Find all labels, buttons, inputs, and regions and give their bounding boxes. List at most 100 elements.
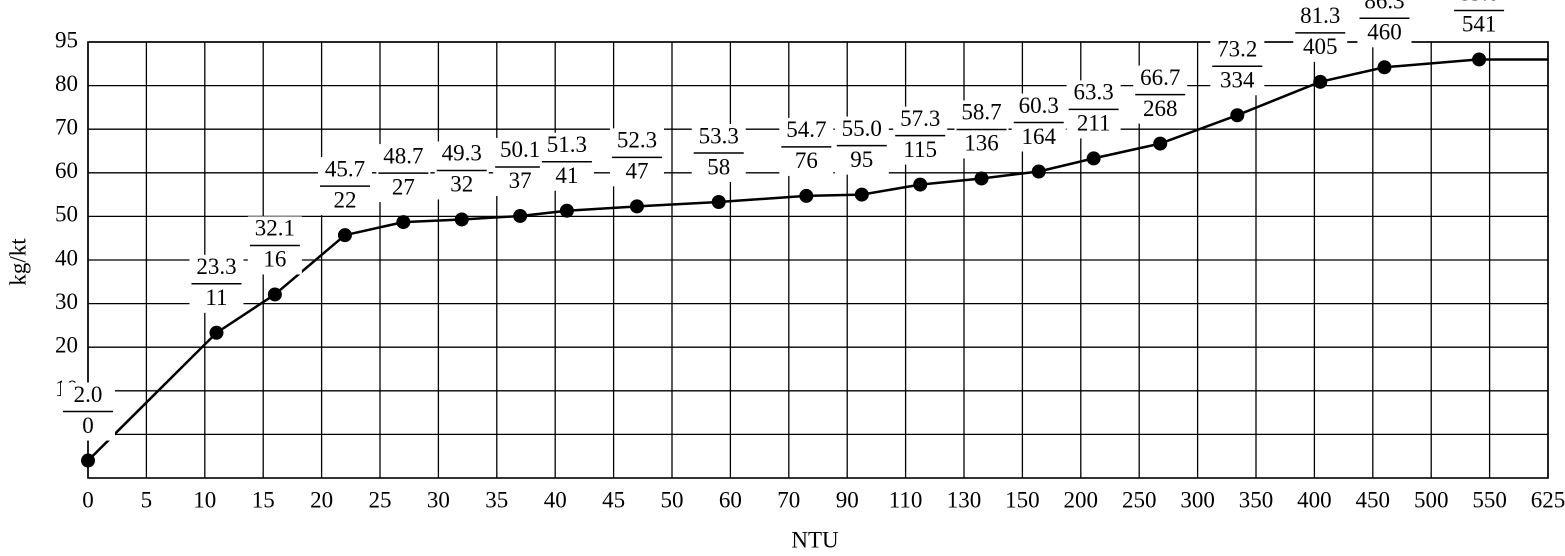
data-label: 48.7 [383, 143, 423, 168]
x-tick-label: 625 [1531, 487, 1565, 512]
data-point [913, 177, 928, 192]
x-tick-label: 50 [661, 487, 684, 512]
data-label: 89.0 [1459, 0, 1499, 6]
data-label: 86.3 [1364, 0, 1404, 14]
y-tick-label: 30 [55, 289, 78, 314]
data-point [396, 215, 411, 230]
data-point [1472, 52, 1487, 67]
x-tick-label: 150 [1005, 487, 1040, 512]
data-label-x: 541 [1462, 12, 1497, 37]
x-tick-label: 10 [193, 487, 216, 512]
y-tick-label: 60 [55, 158, 78, 183]
y-tick-label: 80 [55, 71, 78, 96]
data-point [267, 287, 282, 302]
data-point [1230, 108, 1245, 123]
y-tick-label: 95 [55, 27, 78, 52]
data-label: 60.3 [1019, 93, 1059, 118]
data-point [629, 199, 644, 214]
data-label: 55.0 [842, 116, 882, 141]
data-label-x: 47 [625, 159, 648, 184]
y-tick-label: 40 [55, 245, 78, 270]
data-label-x: 27 [392, 174, 415, 199]
data-label-x: 136 [964, 131, 999, 156]
data-point [1377, 60, 1392, 75]
data-label: 32.1 [255, 216, 295, 241]
x-tick-label: 25 [369, 487, 392, 512]
x-tick-label: 70 [777, 487, 800, 512]
data-label: 45.7 [325, 156, 365, 181]
data-label: 51.3 [547, 132, 587, 157]
data-label: 49.3 [442, 141, 482, 166]
x-tick-label: 30 [427, 487, 450, 512]
data-label: 58.7 [961, 100, 1001, 125]
data-label-x: 16 [263, 247, 286, 272]
data-label-x: 0 [82, 413, 94, 438]
x-tick-label: 40 [544, 487, 567, 512]
x-tick-label: 250 [1122, 487, 1157, 512]
y-tick-label: 20 [55, 332, 78, 357]
data-label-x: 164 [1022, 124, 1057, 149]
data-label: 63.3 [1074, 80, 1114, 105]
y-axis-label: kg/kt [5, 238, 30, 286]
data-label: 52.3 [617, 128, 657, 153]
data-label: 50.1 [500, 137, 540, 162]
data-point [337, 228, 352, 243]
x-tick-label: 5 [141, 487, 153, 512]
data-label-x: 268 [1143, 96, 1178, 121]
data-point [854, 187, 869, 202]
data-label-x: 405 [1303, 34, 1338, 59]
data-label-x: 11 [205, 285, 227, 310]
data-point [799, 188, 814, 203]
x-tick-label: 20 [310, 487, 333, 512]
x-tick-label: 130 [947, 487, 982, 512]
x-tick-label: 15 [252, 487, 275, 512]
data-label-x: 95 [850, 147, 873, 172]
x-tick-label: 35 [485, 487, 508, 512]
x-tick-label: 300 [1180, 487, 1215, 512]
data-point [513, 208, 528, 223]
x-tick-label: 500 [1414, 487, 1449, 512]
data-label-x: 76 [795, 148, 818, 173]
data-point [711, 195, 726, 210]
data-label: 66.7 [1140, 65, 1180, 90]
label-bg [1452, 0, 1507, 40]
data-label-x: 41 [555, 163, 578, 188]
label-bg [1357, 0, 1412, 48]
x-tick-label: 400 [1297, 487, 1332, 512]
data-label-x: 37 [509, 168, 532, 193]
data-point [209, 325, 224, 340]
data-label-x: 334 [1220, 68, 1255, 93]
y-tick-label: 50 [55, 202, 78, 227]
data-label: 73.2 [1217, 37, 1257, 62]
x-tick-label: 200 [1064, 487, 1099, 512]
data-label-x: 58 [707, 154, 730, 179]
data-point [974, 171, 989, 186]
x-tick-label: 0 [82, 487, 94, 512]
data-label: 23.3 [196, 254, 236, 279]
data-label-x: 460 [1367, 20, 1402, 45]
data-point [1086, 151, 1101, 166]
data-label-x: 115 [903, 137, 937, 162]
data-point [454, 212, 469, 227]
x-tick-label: 350 [1239, 487, 1274, 512]
x-tick-label: 550 [1472, 487, 1507, 512]
x-tick-label: 450 [1356, 487, 1391, 512]
data-label-x: 211 [1077, 111, 1111, 136]
data-label: 81.3 [1300, 3, 1340, 28]
x-axis-label: NTU [791, 527, 839, 552]
data-point [1031, 164, 1046, 179]
data-label: 53.3 [699, 123, 739, 148]
x-tick-label: 60 [719, 487, 742, 512]
data-label: 54.7 [786, 117, 826, 142]
data-point [1153, 136, 1168, 151]
data-label-x: 32 [450, 172, 473, 197]
data-label: 2.0 [74, 382, 103, 407]
data-point [559, 203, 574, 218]
x-tick-label: 110 [889, 487, 923, 512]
data-label: 57.3 [900, 106, 940, 131]
data-label-x: 22 [333, 187, 356, 212]
x-tick-label: 90 [836, 487, 859, 512]
data-point [81, 453, 95, 468]
